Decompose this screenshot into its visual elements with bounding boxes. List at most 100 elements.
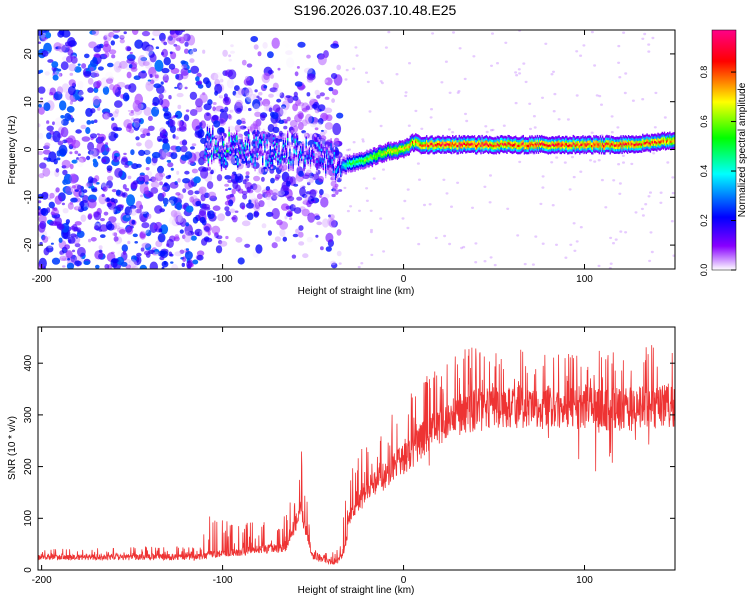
spectrogram-ridge-cell <box>668 142 670 145</box>
spectrogram-ridge-cell <box>432 146 434 150</box>
spectrogram-noise-cell <box>298 231 304 238</box>
spectrogram-noise-cell <box>175 192 181 196</box>
spectrogram-noise-cell <box>328 214 332 218</box>
spectrogram-ridge-cell <box>305 148 307 151</box>
spectrogram-ridge-cell <box>502 138 504 141</box>
spectrogram-ridge-cell <box>565 142 567 146</box>
spectrogram-ridge-cell <box>217 141 219 144</box>
spectrogram-ridge-cell <box>356 155 358 158</box>
spectrogram-ridge-cell <box>454 145 456 149</box>
spectrogram-ridge-cell <box>630 143 632 146</box>
spectrogram-noise-cell <box>253 210 259 218</box>
spectrogram-ridge-cell <box>300 143 302 146</box>
spectrogram-ridge-cell <box>543 150 545 153</box>
spectrogram-ridge-cell <box>467 142 469 145</box>
spectrogram-ridge-cell <box>320 141 323 144</box>
spectrogram-noise-cell <box>147 125 155 131</box>
spectrogram-ridge-cell <box>579 152 581 155</box>
spectrogram-noise-cell <box>97 156 101 159</box>
spectrogram-ridge-cell <box>444 146 446 149</box>
spectrogram-ridge-cell <box>280 151 282 154</box>
spectrogram-ridge-cell <box>598 139 600 143</box>
spectrogram-ridge-cell <box>240 147 242 150</box>
spectrogram-ridge-cell <box>625 140 628 144</box>
spectrogram-ridge-cell <box>369 158 371 161</box>
spectrogram-ridge-cell <box>316 167 318 170</box>
spectrogram-ridge-cell <box>468 135 470 139</box>
spectrogram-ridge-cell <box>355 167 357 171</box>
spectrogram-noise-cell <box>264 192 272 201</box>
spectrogram-ridge-cell <box>457 149 459 152</box>
spectrogram-ridge-cell <box>489 140 491 144</box>
spectrogram-ridge-cell <box>460 138 463 141</box>
spectrogram-noise-cell <box>38 222 46 233</box>
spectrogram-noise-cell <box>42 149 51 155</box>
spectrogram-ridge-cell <box>211 159 213 162</box>
spectrogram-ridge-cell <box>327 167 329 170</box>
spectrogram-ridge-cell <box>218 153 220 157</box>
spectrogram-ridge-cell <box>468 138 470 141</box>
spectrogram-noise-cell <box>80 192 86 196</box>
spectrogram-ridge-cell <box>262 157 264 161</box>
spectrogram-noise-cell <box>489 174 492 177</box>
spectrogram-ridge-cell <box>528 149 530 152</box>
spectrogram-ridge-cell <box>227 142 229 146</box>
spectrogram-ridge-cell <box>611 140 614 144</box>
spectrogram-ridge-cell <box>274 150 276 154</box>
spectrogram-ridge-cell <box>233 147 236 150</box>
spectrogram-ridge-cell <box>490 145 492 149</box>
spectrogram-ridge-cell <box>666 142 668 146</box>
spectrogram-ridge-cell <box>214 150 216 154</box>
spectrogram-ridge-cell <box>548 146 551 150</box>
spectrogram-ridge-cell <box>568 151 570 155</box>
spectrogram-ridge-cell <box>591 139 593 143</box>
spectrogram-noise-cell <box>149 53 157 63</box>
spectrogram-ridge-cell <box>490 148 492 151</box>
spectrogram-ridge-cell <box>658 133 660 137</box>
spectrogram-ridge-cell <box>382 154 384 158</box>
spectrogram-ridge-cell <box>487 149 490 152</box>
spectrogram-ridge-cell <box>389 155 391 159</box>
spectrogram-ridge-cell <box>532 141 534 144</box>
spectrogram-ridge-cell <box>635 140 637 143</box>
spectrogram-noise-cell <box>258 91 263 96</box>
spectrogram-ridge-cell <box>427 142 429 145</box>
spectrogram-noise-cell <box>184 48 189 54</box>
spectrogram-ridge-cell <box>542 150 544 153</box>
spectrogram-ridge-cell <box>441 148 443 152</box>
spectrogram-ridge-cell <box>589 140 592 144</box>
spectrogram-noise-cell <box>85 182 93 187</box>
spectrogram-ridge-cell <box>262 165 264 168</box>
spectrogram-noise-cell <box>227 179 233 183</box>
spectrogram-noise-cell <box>322 79 329 83</box>
spectrogram-noise-cell <box>163 57 171 66</box>
spectrogram-noise-cell <box>307 181 311 186</box>
spectrogram-ridge-cell <box>568 137 570 140</box>
spectrogram-ridge-cell <box>579 140 581 143</box>
spectrogram-noise-cell <box>524 80 528 84</box>
spectrogram-ridge-cell <box>396 155 399 158</box>
spectrogram-noise-cell <box>130 110 134 114</box>
spectrogram-ridge-cell <box>333 156 336 160</box>
spectrogram-ridge-cell <box>294 143 296 146</box>
spectrogram-ridge-cell <box>454 138 456 142</box>
spectrogram-ridge-cell <box>550 148 553 152</box>
spectrogram-ridge-cell <box>441 151 443 154</box>
spectrogram-noise-cell <box>460 246 464 250</box>
spectrogram-noise-cell <box>106 77 114 84</box>
spectrogram-ridge-cell <box>652 148 655 152</box>
spectrogram-noise-cell <box>429 116 433 119</box>
spectrogram-ridge-cell <box>599 137 602 141</box>
spectrogram-ridge-cell <box>243 158 245 161</box>
spectrogram-ridge-cell <box>462 140 465 143</box>
spectrogram-ridge-cell <box>342 161 344 164</box>
spectrogram-ridge-cell <box>561 148 564 151</box>
spectrogram-ridge-cell <box>572 146 574 150</box>
spectrogram-noise-cell <box>450 205 453 208</box>
spectrogram-ridge-cell <box>296 140 299 143</box>
spectrogram-ridge-cell <box>322 158 325 161</box>
spectrogram-noise-cell <box>291 254 297 259</box>
spectrogram-ridge-cell <box>237 167 239 171</box>
spectrogram-noise-cell <box>306 236 313 243</box>
spectrogram-ridge-cell <box>595 139 597 143</box>
